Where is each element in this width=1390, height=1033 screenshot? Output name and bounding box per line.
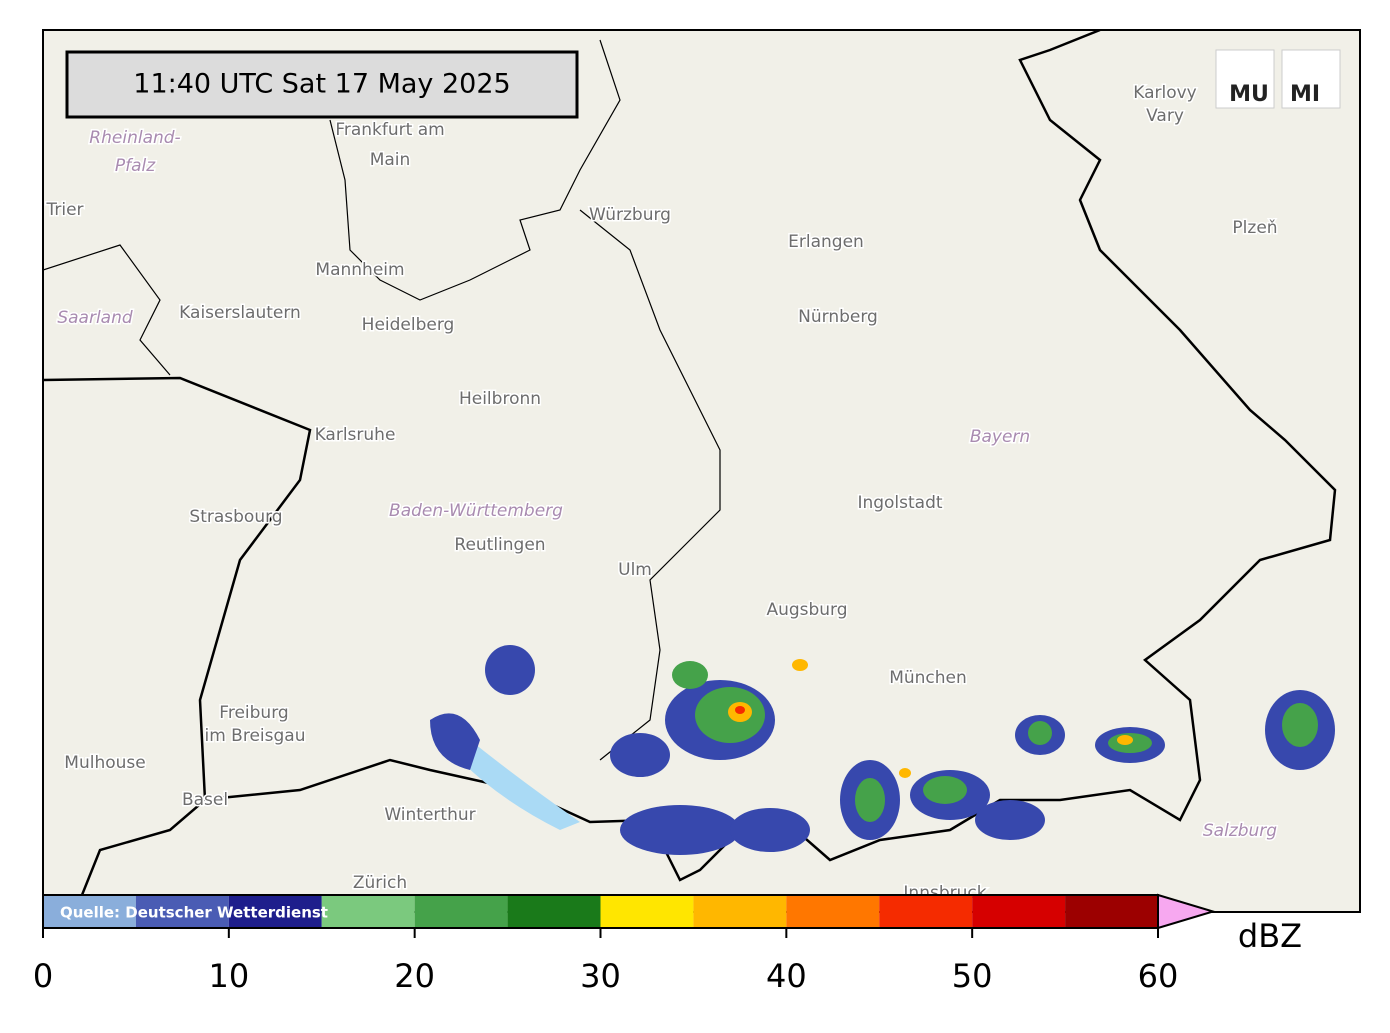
colorbar-tick-label: 40 xyxy=(766,957,807,995)
colorbar-segment xyxy=(600,895,694,928)
place-label: Freiburg xyxy=(219,703,288,723)
colorbar-segment xyxy=(507,895,601,928)
place-label: Heilbronn xyxy=(459,389,541,409)
place-label: Winterthur xyxy=(384,805,475,825)
place-label: Pfalz xyxy=(115,156,156,176)
colorbar-tick-label: 10 xyxy=(208,957,249,995)
place-label: Nürnberg xyxy=(798,307,878,327)
logo-text: MU xyxy=(1229,82,1269,107)
colorbar-tick-label: 30 xyxy=(580,957,621,995)
place-label: Basel xyxy=(182,790,228,810)
colorbar-segment xyxy=(43,895,136,928)
map-background xyxy=(43,30,1360,912)
place-label: Würzburg xyxy=(589,205,671,225)
colorbar-segment xyxy=(786,895,880,928)
place-label: Erlangen xyxy=(788,232,864,252)
colorbar-segment xyxy=(693,895,787,928)
place-label: Saarland xyxy=(57,308,133,328)
colorbar-tick-label: 0 xyxy=(33,957,53,995)
place-label: Reutlingen xyxy=(454,535,545,555)
place-label: Trier xyxy=(45,200,83,220)
logo-text: MI xyxy=(1290,82,1320,107)
source: Quelle: Deutscher Wetterdienst xyxy=(60,904,328,922)
colorbar-segment xyxy=(321,895,415,928)
logo-box xyxy=(1281,49,1341,109)
timestamp-box xyxy=(65,50,579,119)
place-label: Vary xyxy=(1146,106,1184,126)
colorbar-tick-label: 50 xyxy=(952,957,993,995)
place-label: München xyxy=(889,668,967,688)
place-label: Augsburg xyxy=(766,600,847,620)
colorbar-tick-label: 20 xyxy=(394,957,435,995)
colorbar-tick-label: 60 xyxy=(1138,957,1179,995)
place-label: Strasbourg xyxy=(189,507,282,527)
place-label: Bayern xyxy=(970,427,1030,447)
colorbar-segment xyxy=(414,895,508,928)
colorbar-segment xyxy=(228,895,322,928)
place-label: im Breisgau xyxy=(205,726,306,746)
place-label: Main xyxy=(370,150,411,170)
colorbar-segment xyxy=(1065,895,1158,928)
timestamp: 11:40 UTC Sat 17 May 2025 xyxy=(133,69,510,100)
colorbar-unit: dBZ xyxy=(1238,917,1302,955)
place-label: Ingolstadt xyxy=(857,493,942,513)
place-label: Frankfurt am xyxy=(335,120,444,140)
place-label: Mulhouse xyxy=(64,753,145,773)
colorbar-segment xyxy=(879,895,973,928)
place-label: Zürich xyxy=(353,873,407,893)
place-label: Karlovy xyxy=(1133,83,1197,103)
place-label: Mannheim xyxy=(315,260,404,280)
place-label: Karlsruhe xyxy=(315,425,396,445)
place-label: Baden-Württemberg xyxy=(389,501,563,521)
place-label: Ulm xyxy=(618,560,652,580)
colorbar-segment xyxy=(972,895,1066,928)
colorbar-segment xyxy=(135,895,229,928)
place-label: Rheinland- xyxy=(89,128,180,148)
place-label: Heidelberg xyxy=(362,315,455,335)
place-label: Plzeň xyxy=(1232,218,1277,238)
place-label: Kaiserslautern xyxy=(179,303,301,323)
logo-box xyxy=(1215,49,1275,109)
map-layer xyxy=(43,30,1337,901)
place-label: Salzburg xyxy=(1203,821,1277,841)
